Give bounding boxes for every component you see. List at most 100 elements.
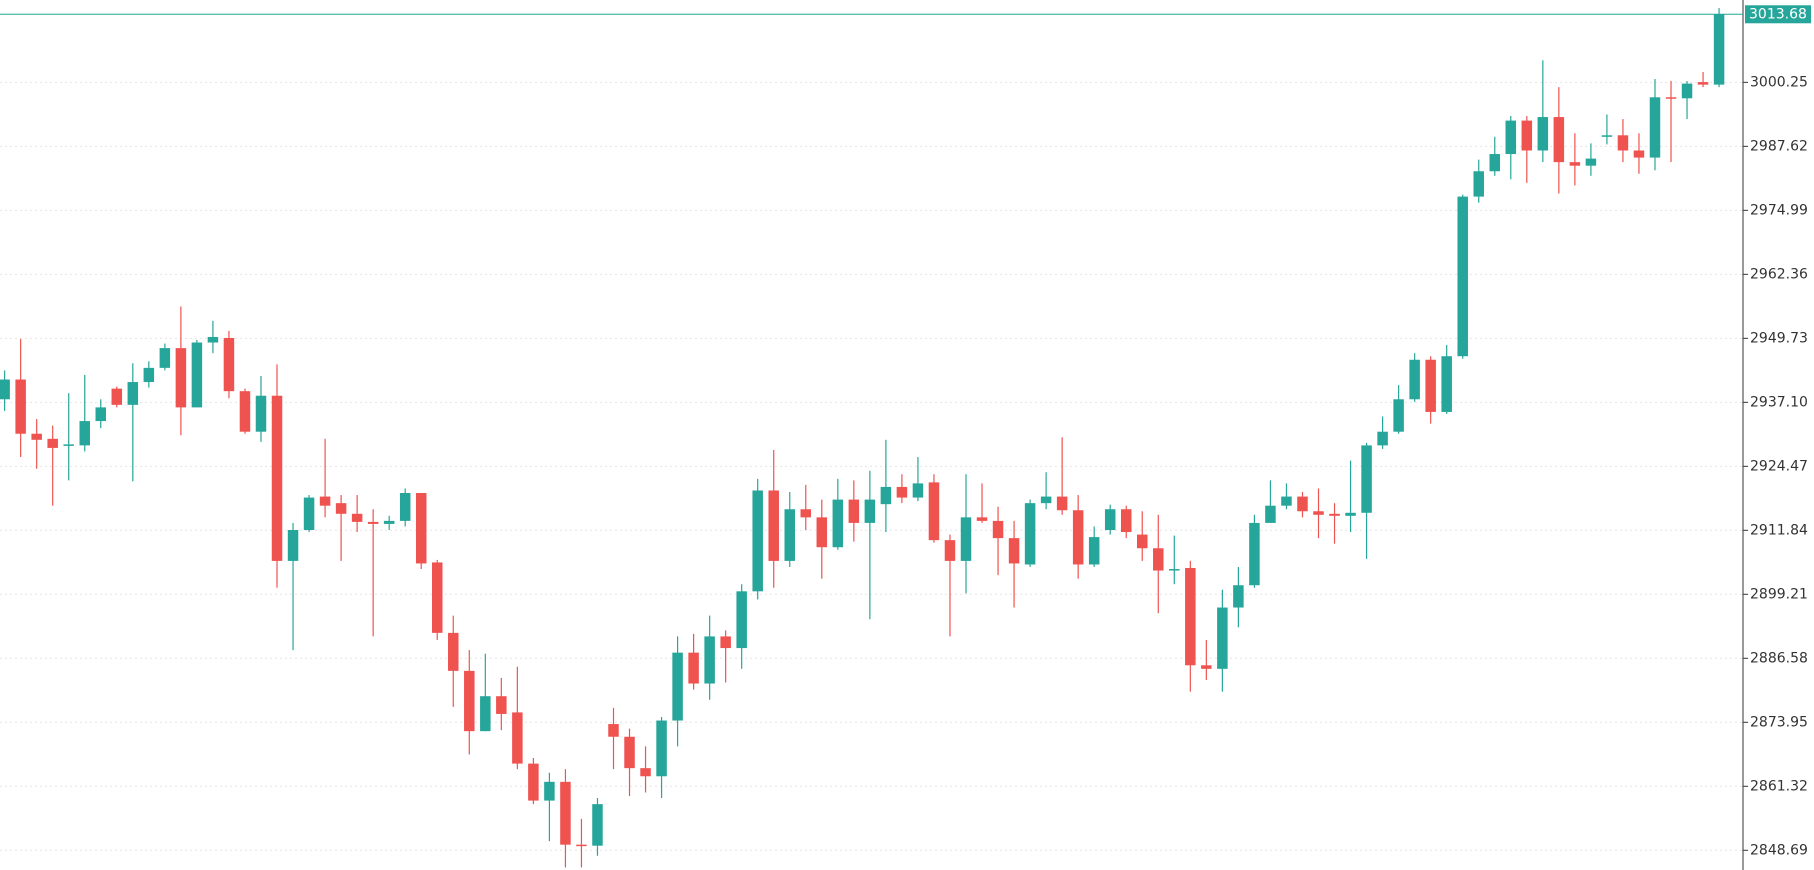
candle-body <box>159 348 171 368</box>
candle-body <box>223 337 235 392</box>
candle-body <box>1120 509 1132 533</box>
y-tick-label: 2937.10 <box>1750 394 1808 410</box>
y-tick-label: 2861.32 <box>1750 778 1808 794</box>
candle-body <box>1072 510 1084 565</box>
candle-body <box>335 503 347 514</box>
candle-body <box>1169 569 1180 571</box>
candle-body <box>95 407 107 422</box>
candle-body <box>1281 496 1292 506</box>
candle-body <box>1537 117 1549 151</box>
candle-body <box>1585 158 1597 166</box>
candle-body <box>1409 359 1420 400</box>
candle-body <box>271 395 283 561</box>
candle-body <box>319 496 331 506</box>
candle-body <box>415 493 427 564</box>
candle-body <box>768 490 779 561</box>
candle-body <box>287 530 299 561</box>
candle-body <box>79 421 90 446</box>
candle-body <box>576 844 587 847</box>
candle-body <box>1441 356 1452 412</box>
candle-body <box>399 493 411 521</box>
candle-body <box>239 391 251 432</box>
candle-body <box>752 490 763 592</box>
candle-body <box>1425 359 1436 412</box>
candle-body <box>896 486 908 498</box>
candle-body <box>912 483 924 498</box>
candle-body <box>528 763 539 801</box>
y-tick-label: 2962.36 <box>1750 266 1808 282</box>
candle-body <box>47 438 58 448</box>
candle-body <box>992 520 1004 539</box>
candle-body <box>1393 399 1404 432</box>
y-tick-label: 2848.69 <box>1750 842 1808 858</box>
candle-body <box>1104 509 1116 531</box>
candle-body <box>720 636 731 649</box>
candle-body <box>1649 97 1661 158</box>
y-tick-label: 2899.21 <box>1750 586 1808 602</box>
candle-body <box>976 517 988 521</box>
candle-body <box>944 540 956 561</box>
y-tick-label: 2924.47 <box>1750 458 1808 474</box>
y-tick-label: 3000.25 <box>1750 74 1808 90</box>
candle-body <box>688 652 699 684</box>
candle-body <box>560 781 571 845</box>
candle-body <box>864 499 876 523</box>
candle-body <box>0 379 10 400</box>
candle-body <box>31 433 42 440</box>
candle-body <box>1617 135 1629 151</box>
candle-body <box>1681 83 1693 99</box>
candle-body <box>127 382 139 405</box>
candle-body <box>704 636 715 684</box>
candle-body <box>656 720 667 777</box>
candle-body <box>672 652 683 721</box>
candle-body <box>143 367 155 383</box>
candle-body <box>1313 511 1324 515</box>
y-tick-label: 2987.62 <box>1750 138 1808 154</box>
y-tick-label: 2974.99 <box>1750 202 1808 218</box>
candle-body <box>1665 97 1677 99</box>
candle-body <box>1185 568 1196 666</box>
y-tick-label: 2873.95 <box>1750 714 1808 730</box>
candle-body <box>207 336 219 343</box>
y-tick-label: 2886.58 <box>1750 650 1808 666</box>
candle-body <box>303 497 315 531</box>
y-tick-label: 2949.73 <box>1750 330 1808 346</box>
candle-body <box>608 724 619 737</box>
candle-body <box>1088 537 1100 565</box>
candle-body <box>592 804 603 846</box>
candle-body <box>1473 171 1484 197</box>
candle-body <box>1457 196 1468 357</box>
candle-body <box>1601 135 1613 137</box>
candle-body <box>1633 150 1645 158</box>
candle-body <box>880 486 892 505</box>
candle-body <box>1345 512 1356 516</box>
candle-body <box>1505 120 1517 155</box>
candle-body <box>1297 496 1308 512</box>
candle-body <box>1008 538 1020 564</box>
candle-body <box>1040 496 1052 504</box>
candle-body <box>448 632 459 671</box>
candle-body <box>1713 14 1725 85</box>
candle-body <box>1056 496 1068 511</box>
candle-body <box>496 696 507 714</box>
candle-body <box>784 509 795 561</box>
candle-body <box>624 736 635 769</box>
candle-body <box>15 379 26 434</box>
candle-body <box>1377 431 1388 446</box>
candle-body <box>544 781 555 801</box>
candle-body <box>175 348 187 408</box>
candle-body <box>800 509 812 518</box>
candle-body <box>512 712 523 764</box>
candle-body <box>1024 503 1036 565</box>
candle-body <box>431 562 443 633</box>
last-price-box <box>1745 5 1811 24</box>
candle-body <box>736 591 747 649</box>
candle-body <box>640 768 651 777</box>
candle-body <box>480 696 491 732</box>
candle-body <box>191 342 203 408</box>
candle-body <box>1153 548 1164 571</box>
candle-body <box>1361 445 1372 513</box>
candle-body <box>1201 665 1212 669</box>
